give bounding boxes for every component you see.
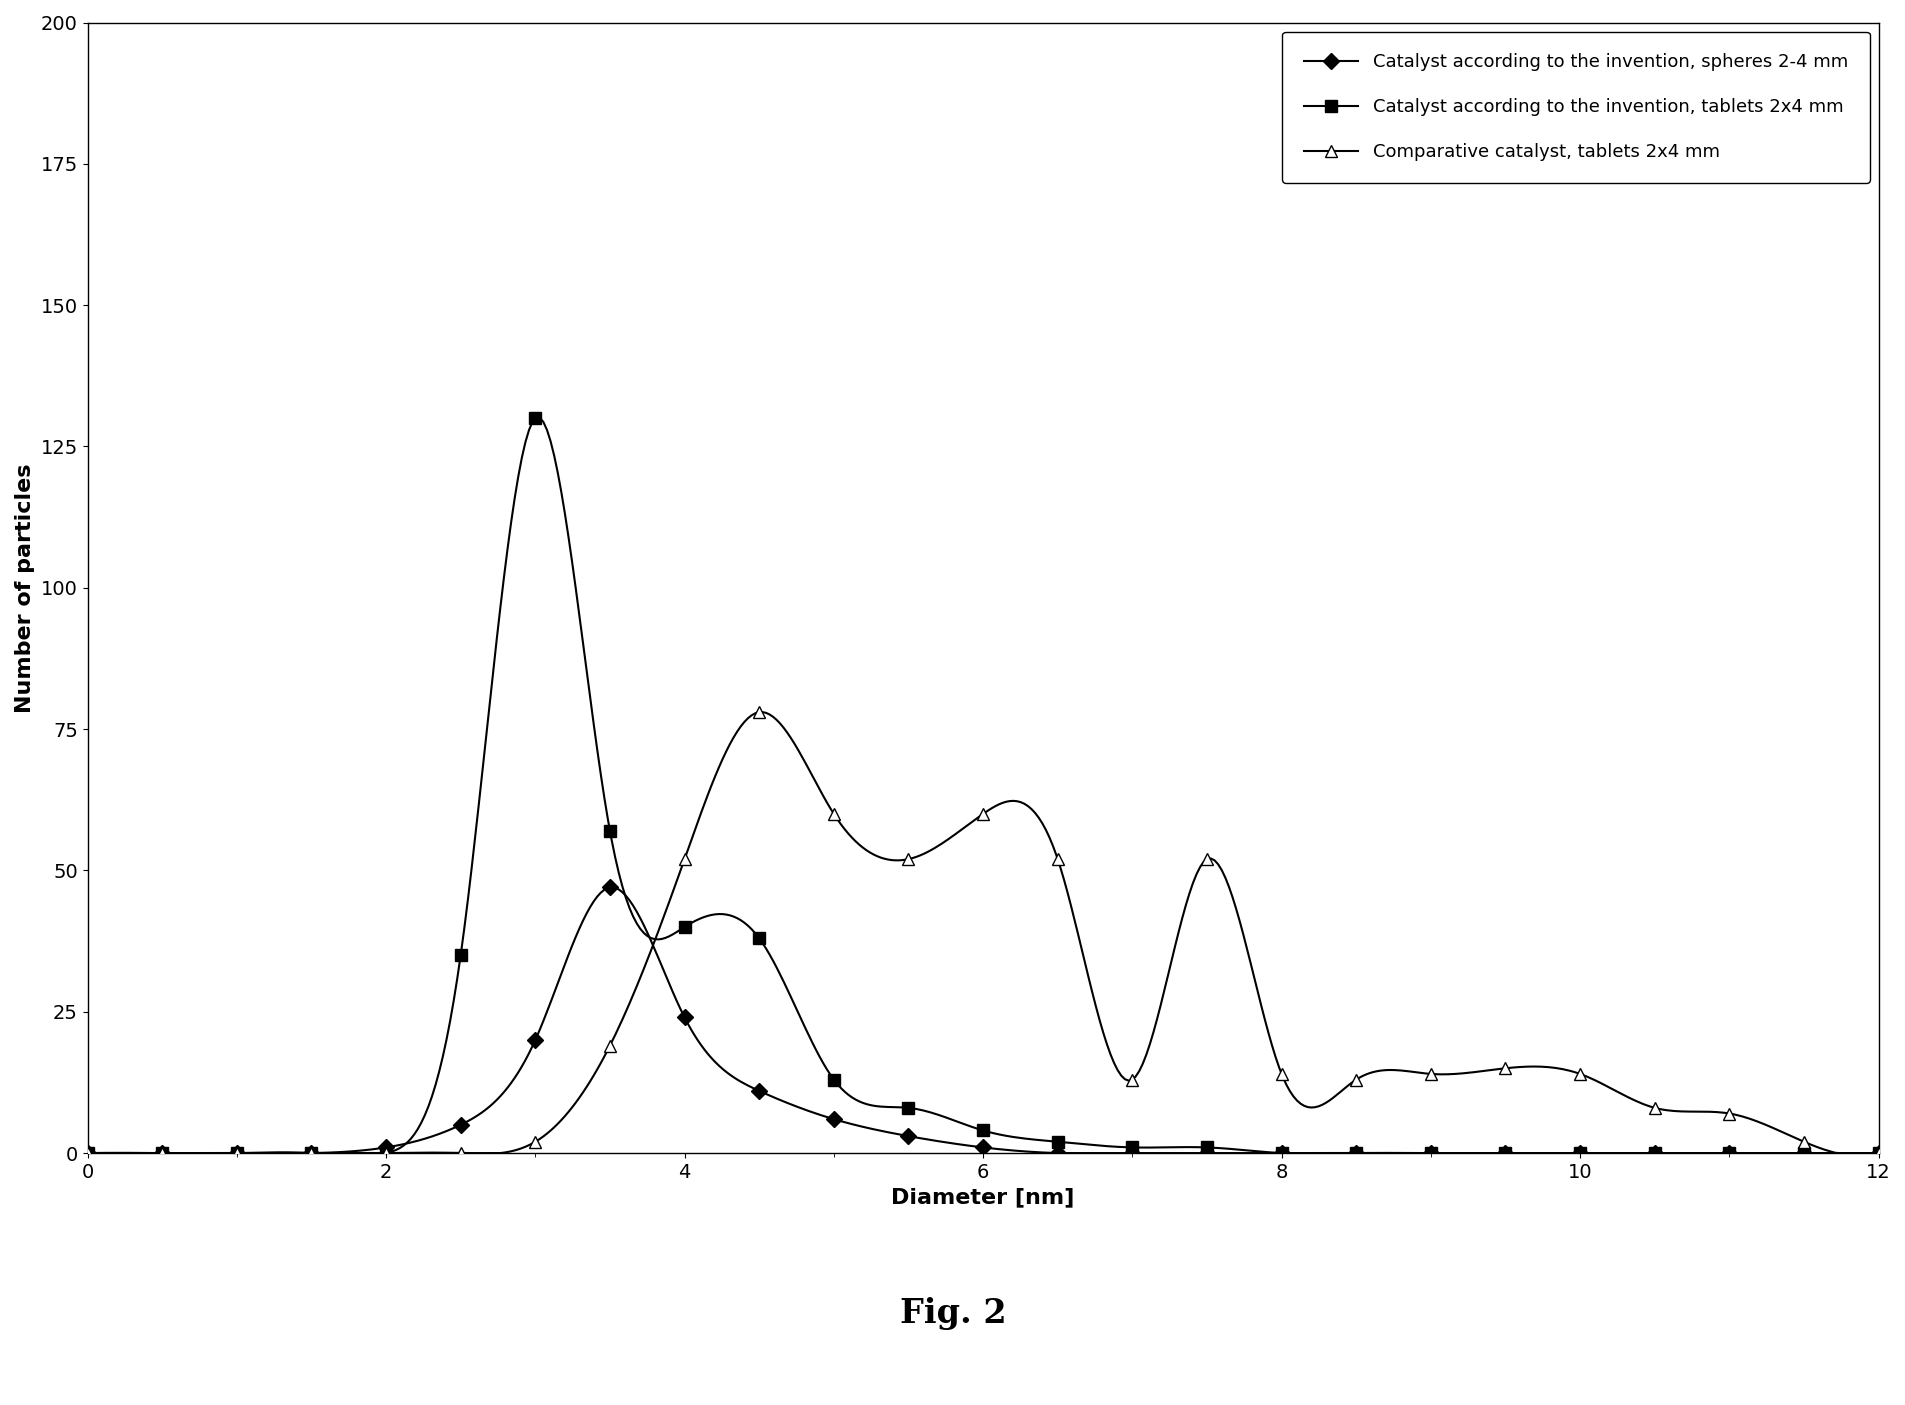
Catalyst according to the invention, tablets 2x4 mm xyxy=(1716,1145,1739,1162)
Catalyst according to the invention, tablets 2x4 mm xyxy=(1120,1139,1143,1156)
Catalyst according to the invention, spheres 2-4 mm xyxy=(1867,1145,1890,1162)
Catalyst according to the invention, spheres 2-4 mm xyxy=(1046,1145,1069,1162)
Comparative catalyst, tablets 2x4 mm xyxy=(972,805,994,822)
Catalyst according to the invention, spheres 2-4 mm xyxy=(225,1145,248,1162)
Catalyst according to the invention, spheres 2-4 mm xyxy=(747,1082,770,1099)
Catalyst according to the invention, tablets 2x4 mm xyxy=(299,1145,322,1162)
Comparative catalyst, tablets 2x4 mm xyxy=(1419,1065,1442,1082)
Comparative catalyst, tablets 2x4 mm xyxy=(76,1145,99,1162)
Comparative catalyst, tablets 2x4 mm xyxy=(450,1145,472,1162)
Catalyst according to the invention, spheres 2-4 mm xyxy=(76,1145,99,1162)
Catalyst according to the invention, tablets 2x4 mm xyxy=(1046,1134,1069,1151)
Catalyst according to the invention, spheres 2-4 mm xyxy=(1791,1145,1814,1162)
Catalyst according to the invention, tablets 2x4 mm xyxy=(524,410,547,427)
Catalyst according to the invention, tablets 2x4 mm xyxy=(972,1123,994,1139)
Comparative catalyst, tablets 2x4 mm xyxy=(1716,1106,1739,1123)
Catalyst according to the invention, spheres 2-4 mm xyxy=(1716,1145,1739,1162)
Comparative catalyst, tablets 2x4 mm xyxy=(1046,850,1069,867)
Catalyst according to the invention, spheres 2-4 mm xyxy=(1494,1145,1516,1162)
Catalyst according to the invention, tablets 2x4 mm xyxy=(1194,1139,1217,1156)
Catalyst according to the invention, tablets 2x4 mm xyxy=(76,1145,99,1162)
Catalyst according to the invention, spheres 2-4 mm xyxy=(1568,1145,1591,1162)
Comparative catalyst, tablets 2x4 mm xyxy=(150,1145,173,1162)
Catalyst according to the invention, tablets 2x4 mm xyxy=(375,1145,398,1162)
Catalyst according to the invention, tablets 2x4 mm xyxy=(150,1145,173,1162)
Catalyst according to the invention, spheres 2-4 mm xyxy=(672,1009,695,1026)
Catalyst according to the invention, spheres 2-4 mm xyxy=(299,1145,322,1162)
Comparative catalyst, tablets 2x4 mm xyxy=(1494,1059,1516,1076)
Comparative catalyst, tablets 2x4 mm xyxy=(1568,1065,1591,1082)
Catalyst according to the invention, spheres 2-4 mm xyxy=(524,1031,547,1048)
Comparative catalyst, tablets 2x4 mm xyxy=(747,704,770,721)
Catalyst according to the invention, tablets 2x4 mm xyxy=(1568,1145,1591,1162)
Catalyst according to the invention, spheres 2-4 mm xyxy=(1120,1145,1143,1162)
Catalyst according to the invention, tablets 2x4 mm xyxy=(1642,1145,1665,1162)
Catalyst according to the invention, spheres 2-4 mm xyxy=(150,1145,173,1162)
Catalyst according to the invention, tablets 2x4 mm xyxy=(821,1071,844,1087)
Catalyst according to the invention, spheres 2-4 mm xyxy=(450,1117,472,1134)
Y-axis label: Number of particles: Number of particles xyxy=(15,464,34,712)
Catalyst according to the invention, spheres 2-4 mm xyxy=(375,1139,398,1156)
Legend: Catalyst according to the invention, spheres 2-4 mm, Catalyst according to the i: Catalyst according to the invention, sph… xyxy=(1282,31,1869,183)
Catalyst according to the invention, tablets 2x4 mm xyxy=(1867,1145,1890,1162)
Comparative catalyst, tablets 2x4 mm xyxy=(225,1145,248,1162)
Catalyst according to the invention, spheres 2-4 mm xyxy=(972,1139,994,1156)
Comparative catalyst, tablets 2x4 mm xyxy=(821,805,844,822)
Comparative catalyst, tablets 2x4 mm xyxy=(672,850,695,867)
Comparative catalyst, tablets 2x4 mm xyxy=(1194,850,1217,867)
Catalyst according to the invention, tablets 2x4 mm xyxy=(1494,1145,1516,1162)
Comparative catalyst, tablets 2x4 mm xyxy=(524,1134,547,1151)
Text: Fig. 2: Fig. 2 xyxy=(899,1297,1006,1331)
Catalyst according to the invention, spheres 2-4 mm xyxy=(897,1128,920,1145)
Catalyst according to the invention, tablets 2x4 mm xyxy=(598,822,621,839)
Catalyst according to the invention, tablets 2x4 mm xyxy=(1269,1145,1292,1162)
Catalyst according to the invention, tablets 2x4 mm xyxy=(672,919,695,936)
Catalyst according to the invention, tablets 2x4 mm xyxy=(1345,1145,1368,1162)
Comparative catalyst, tablets 2x4 mm xyxy=(375,1145,398,1162)
Catalyst according to the invention, spheres 2-4 mm xyxy=(1345,1145,1368,1162)
Catalyst according to the invention, tablets 2x4 mm xyxy=(450,947,472,964)
Comparative catalyst, tablets 2x4 mm xyxy=(1269,1065,1292,1082)
Catalyst according to the invention, tablets 2x4 mm xyxy=(747,930,770,947)
Catalyst according to the invention, tablets 2x4 mm xyxy=(225,1145,248,1162)
Comparative catalyst, tablets 2x4 mm xyxy=(1120,1071,1143,1087)
Comparative catalyst, tablets 2x4 mm xyxy=(1791,1134,1814,1151)
Comparative catalyst, tablets 2x4 mm xyxy=(598,1037,621,1054)
Comparative catalyst, tablets 2x4 mm xyxy=(1345,1071,1368,1087)
Comparative catalyst, tablets 2x4 mm xyxy=(897,850,920,867)
Catalyst according to the invention, spheres 2-4 mm xyxy=(1269,1145,1292,1162)
Line: Catalyst according to the invention, spheres 2-4 mm: Catalyst according to the invention, sph… xyxy=(82,882,1884,1159)
Catalyst according to the invention, tablets 2x4 mm xyxy=(897,1100,920,1117)
Line: Catalyst according to the invention, tablets 2x4 mm: Catalyst according to the invention, tab… xyxy=(82,413,1884,1159)
X-axis label: Diameter [nm]: Diameter [nm] xyxy=(892,1187,1074,1207)
Catalyst according to the invention, tablets 2x4 mm xyxy=(1419,1145,1442,1162)
Comparative catalyst, tablets 2x4 mm xyxy=(299,1145,322,1162)
Catalyst according to the invention, spheres 2-4 mm xyxy=(1419,1145,1442,1162)
Comparative catalyst, tablets 2x4 mm xyxy=(1867,1145,1890,1162)
Catalyst according to the invention, spheres 2-4 mm xyxy=(1194,1145,1217,1162)
Catalyst according to the invention, spheres 2-4 mm xyxy=(598,880,621,896)
Comparative catalyst, tablets 2x4 mm xyxy=(1642,1100,1665,1117)
Line: Comparative catalyst, tablets 2x4 mm: Comparative catalyst, tablets 2x4 mm xyxy=(82,705,1884,1159)
Catalyst according to the invention, spheres 2-4 mm xyxy=(821,1111,844,1128)
Catalyst according to the invention, tablets 2x4 mm xyxy=(1791,1145,1814,1162)
Catalyst according to the invention, spheres 2-4 mm xyxy=(1642,1145,1665,1162)
